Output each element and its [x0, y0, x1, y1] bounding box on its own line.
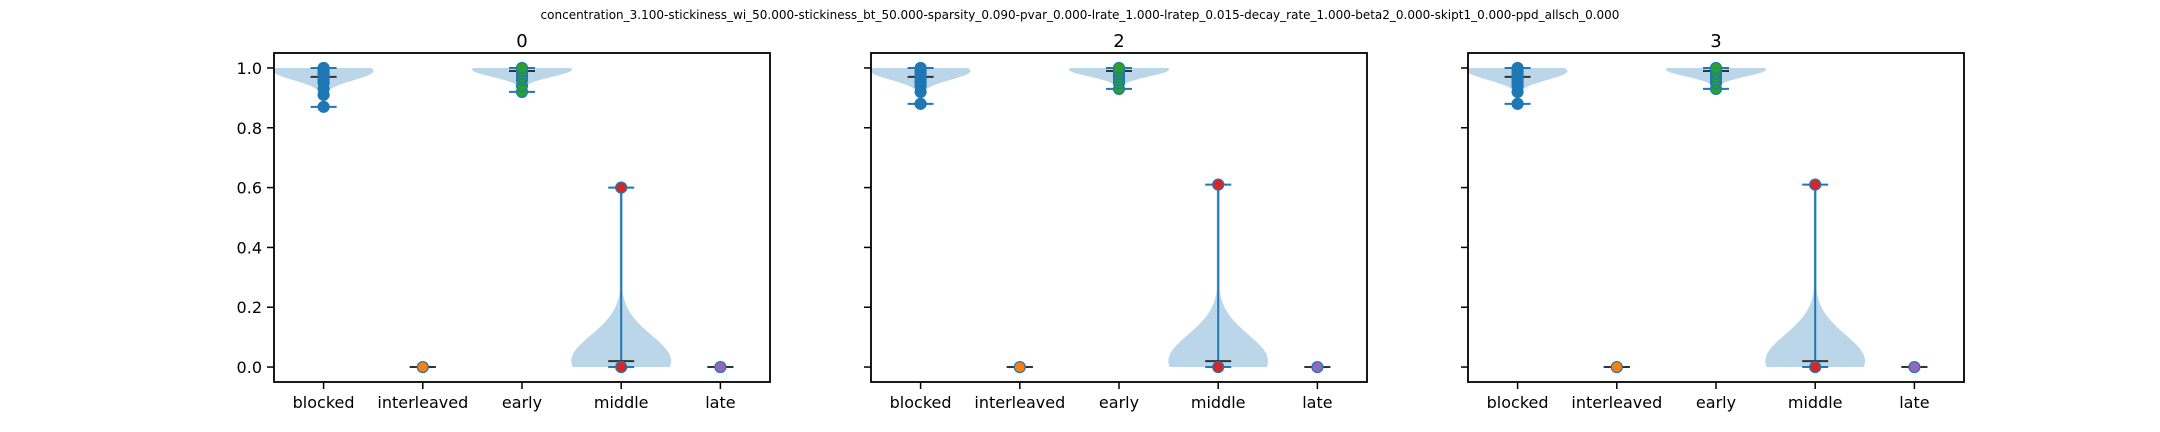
- x-tick-label: interleaved: [1571, 393, 1662, 412]
- y-tick-label: 0.2: [237, 298, 262, 317]
- violin-late: [707, 360, 734, 374]
- data-point: [1511, 61, 1524, 75]
- x-tick-label: interleaved: [377, 393, 468, 412]
- data-point: [317, 100, 330, 113]
- y-tick-label: 0.4: [237, 238, 262, 257]
- y-tick-label: 0.8: [237, 119, 262, 138]
- figure-suptitle: concentration_3.100-stickiness_wi_50.000…: [541, 8, 1620, 22]
- data-point: [1709, 61, 1723, 75]
- axes-frame: [870, 52, 1368, 383]
- data-point: [1809, 360, 1822, 374]
- violin-blocked: [273, 61, 374, 113]
- violin-early: [1069, 61, 1169, 95]
- panel-0: 0 0.0 0.2 0.4 0.6 0.8 1.0 blocked interleaved ear…: [237, 31, 771, 412]
- violin-blocked: [1467, 61, 1568, 110]
- violin-late: [1304, 360, 1331, 374]
- violin-middle: [1765, 178, 1866, 374]
- x-tick-label: late: [1899, 393, 1929, 412]
- violin-early: [1666, 61, 1766, 95]
- data-point: [1511, 97, 1524, 110]
- x-tick-label: early: [1099, 393, 1139, 412]
- violin-interleaved: [1006, 360, 1033, 374]
- panel-3: 3 blocked interleaved early middle late: [1461, 31, 1965, 412]
- violin-interleaved: [1603, 360, 1630, 374]
- panel-title: 2: [1113, 31, 1124, 52]
- x-tick-label: blocked: [1487, 393, 1549, 412]
- data-point: [714, 360, 727, 374]
- data-point: [1809, 178, 1822, 191]
- data-point: [317, 61, 330, 75]
- data-point: [1112, 61, 1126, 75]
- x-tick-label: middle: [1191, 393, 1246, 412]
- violin-early: [472, 61, 572, 98]
- data-point: [1311, 360, 1324, 374]
- axes-frame: [273, 52, 771, 383]
- data-point: [615, 181, 628, 194]
- x-tick-label: interleaved: [974, 393, 1065, 412]
- data-point: [1908, 360, 1921, 374]
- violin-middle: [1168, 178, 1269, 374]
- x-tick-label: early: [502, 393, 542, 412]
- x-tick-label: middle: [1788, 393, 1843, 412]
- violin-middle: [571, 181, 672, 374]
- x-tick-label: early: [1696, 393, 1736, 412]
- x-tick-label: blocked: [890, 393, 952, 412]
- x-tick-label: blocked: [293, 393, 355, 412]
- y-tick-label: 1.0: [237, 59, 262, 78]
- data-point: [515, 61, 529, 75]
- y-tick-label: 0.0: [237, 358, 262, 377]
- x-tick-label: late: [705, 393, 735, 412]
- data-point: [1212, 178, 1225, 191]
- violin-late: [1901, 360, 1928, 374]
- panel-2: 2 blocked interleaved early middle late: [864, 31, 1368, 412]
- data-point: [914, 97, 927, 110]
- panels-container: 0 0.0 0.2 0.4 0.6 0.8 1.0 blocked interleaved ear…: [237, 31, 1965, 412]
- data-point: [1013, 360, 1026, 374]
- axes-frame: [1467, 52, 1965, 383]
- panel-title: 0: [516, 31, 527, 52]
- y-tick-label: 0.6: [237, 179, 262, 198]
- data-point: [914, 61, 927, 75]
- data-point: [416, 360, 429, 374]
- data-point: [1212, 360, 1225, 374]
- data-point: [615, 360, 628, 374]
- x-tick-label: middle: [594, 393, 649, 412]
- panel-title: 3: [1710, 31, 1721, 52]
- violin-interleaved: [409, 360, 436, 374]
- data-point: [1610, 360, 1623, 374]
- violin-blocked: [870, 61, 971, 110]
- x-tick-label: late: [1302, 393, 1332, 412]
